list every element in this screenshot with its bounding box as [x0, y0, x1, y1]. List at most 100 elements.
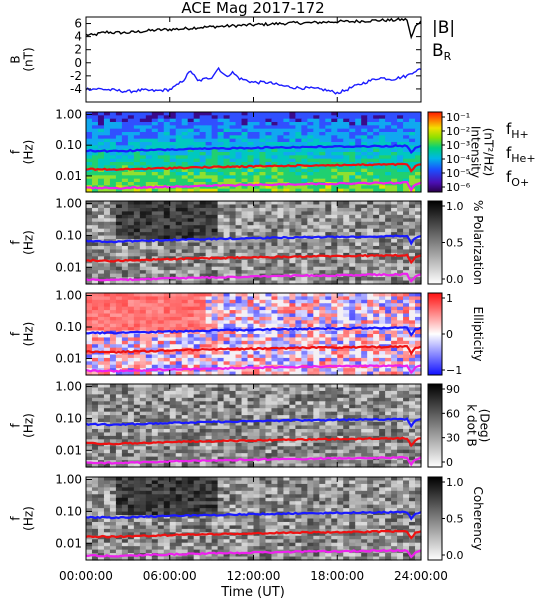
- spectrogram-cell: [86, 401, 93, 406]
- spectrogram-cell: [163, 401, 171, 406]
- spectrogram-cell: [91, 337, 99, 342]
- spectrogram-cell: [415, 242, 422, 247]
- spectrogram-cell: [223, 145, 231, 150]
- spectrogram-cell: [115, 296, 123, 301]
- spectrogram-cell: [415, 404, 422, 409]
- spectrogram-cell: [163, 135, 171, 140]
- spectrogram-cell: [331, 397, 338, 402]
- spectrogram-cell: [86, 249, 93, 254]
- spectrogram-cell: [313, 142, 320, 146]
- spectrogram-cell: [181, 112, 189, 116]
- spectrogram-cell: [277, 310, 285, 315]
- spectrogram-cell: [301, 323, 308, 328]
- spectrogram-cell: [391, 404, 398, 409]
- spectrogram-cell: [205, 303, 213, 308]
- spectrogram-cell: [331, 351, 338, 356]
- spectrogram-cell: [265, 428, 273, 434]
- spectrogram-cell: [385, 214, 392, 219]
- spectrogram-cell: [253, 351, 261, 356]
- spectrogram-cell: [403, 334, 410, 339]
- spectrogram-cell: [403, 310, 410, 315]
- spectrogram-cell: [289, 221, 296, 226]
- spectrogram-cell: [289, 347, 296, 352]
- spectrogram-cell: [235, 397, 243, 402]
- spectrogram-cell: [199, 235, 207, 240]
- spectrogram-cell: [313, 242, 320, 247]
- spectrogram-cell: [385, 270, 392, 275]
- spectrogram-cell: [331, 148, 338, 153]
- spectrogram-cell: [379, 221, 386, 226]
- spectrogram-cell: [283, 306, 290, 311]
- spectrogram-cell: [163, 112, 171, 116]
- spectrogram-cell: [217, 152, 225, 156]
- spectrogram-cell: [241, 428, 249, 434]
- spectrogram-cell: [301, 334, 308, 339]
- spectrogram-cell: [205, 334, 213, 339]
- spectrogram-cell: [169, 182, 177, 186]
- spectrogram-cell: [331, 347, 338, 352]
- spectrogram-cell: [127, 387, 135, 392]
- spectrogram-cell: [145, 252, 153, 257]
- spectrogram-cell: [319, 293, 326, 298]
- spectrogram-cell: [397, 155, 404, 160]
- spectrogram-cell: [241, 387, 249, 392]
- spectrogram-cell: [205, 168, 213, 173]
- spectrogram-cell: [229, 178, 237, 183]
- spectrogram-cell: [97, 172, 105, 176]
- spectrogram-cell: [247, 320, 255, 325]
- spectrogram-cell: [181, 178, 189, 183]
- spectrogram-cell: [337, 347, 344, 352]
- spectrogram-cell: [361, 155, 368, 160]
- spectrogram-cell: [349, 277, 356, 282]
- spectrogram-cell: [127, 397, 135, 402]
- spectrogram-cell: [283, 354, 290, 359]
- spectrogram-cell: [139, 218, 147, 223]
- spectrogram-cell: [409, 357, 416, 362]
- spectrogram-cell: [313, 115, 320, 120]
- spectrogram-cell: [139, 397, 147, 402]
- spectrogram-cell: [193, 334, 201, 339]
- spectrogram-cell: [133, 221, 141, 226]
- spectrogram-cell: [349, 299, 356, 304]
- spectrogram-cell: [379, 347, 386, 352]
- spectrogram-cell: [373, 125, 380, 130]
- spectrogram-cell: [319, 371, 326, 376]
- spectrogram-cell: [121, 122, 129, 126]
- spectrogram-cell: [385, 228, 392, 233]
- spectrogram-cell: [343, 259, 350, 264]
- spectrogram-cell: [175, 211, 183, 216]
- spectrogram-cell: [91, 344, 99, 349]
- spectrogram-cell: [199, 432, 207, 437]
- spectrogram-cell: [115, 178, 123, 183]
- spectrogram-cell: [313, 347, 320, 352]
- spectrogram-cell: [97, 218, 105, 223]
- spectrogram-cell: [229, 418, 237, 423]
- spectrogram-cell: [265, 138, 273, 143]
- spectrogram-cell: [343, 252, 350, 257]
- spectrogram-cell: [145, 384, 153, 389]
- spectrogram-cell: [337, 280, 344, 285]
- spectrogram-cell: [121, 142, 129, 146]
- spectrogram-cell: [349, 411, 356, 416]
- spectrogram-cell: [367, 394, 374, 399]
- spectrogram-cell: [103, 354, 111, 359]
- spectrogram-cell: [217, 340, 225, 345]
- spectrogram-cell: [115, 132, 123, 136]
- spectrogram-cell: [283, 432, 290, 437]
- spectrogram-cell: [235, 204, 243, 209]
- spectrogram-cell: [193, 323, 201, 328]
- spectrogram-cell: [301, 280, 308, 285]
- spectrogram-cell: [175, 249, 183, 254]
- spectrogram-cell: [181, 239, 189, 244]
- spectrogram-cell: [91, 404, 99, 409]
- spectrogram-cell: [415, 252, 422, 257]
- spectrogram-cell: [235, 303, 243, 308]
- spectrogram-cell: [247, 428, 255, 434]
- spectrogram-cell: [103, 138, 111, 143]
- spectrogram-cell: [373, 158, 380, 163]
- spectrogram-cell: [355, 361, 362, 366]
- spectrogram-cell: [349, 122, 356, 126]
- spectrogram-cell: [295, 125, 302, 130]
- spectrogram-cell: [253, 303, 261, 308]
- spectrogram-cell: [199, 303, 207, 308]
